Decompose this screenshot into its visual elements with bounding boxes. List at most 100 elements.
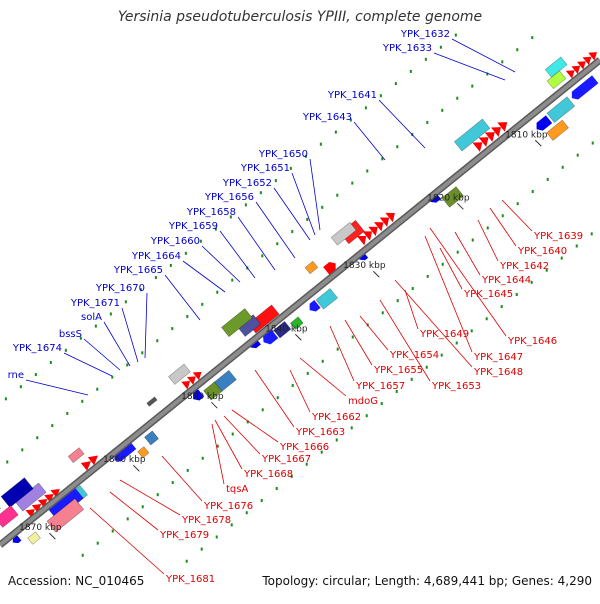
track-dot: [305, 462, 308, 466]
track-dot: [321, 359, 324, 363]
reverse-gene: [221, 308, 253, 338]
forward-leader-line: [121, 307, 139, 363]
track-dot: [289, 166, 292, 170]
track-dot: [64, 348, 67, 352]
track-dot: [531, 36, 534, 40]
gene-arrow: [484, 132, 495, 142]
track-dot: [184, 251, 187, 255]
forward-leader-line: [237, 216, 276, 271]
gene-block: [315, 288, 338, 310]
reverse-leader-line: [489, 207, 517, 247]
gene-block: [273, 320, 292, 339]
track-dot: [126, 517, 129, 521]
track-dot: [395, 389, 398, 393]
reverse-gene-label: YPK_1646: [507, 336, 557, 347]
reverse-gene: [546, 70, 567, 90]
track-dot: [244, 203, 247, 207]
track-dot: [456, 96, 459, 100]
gene-block: [453, 118, 491, 152]
track-dot: [109, 312, 112, 316]
forward-gene: [114, 441, 137, 462]
track-dot: [274, 179, 277, 183]
track-dot: [259, 191, 262, 195]
forward-gene: [309, 299, 321, 312]
kbp-tick-label: 1810 kbp: [505, 130, 548, 140]
gene-block: [27, 531, 41, 545]
reverse-gene-label: YPK_1653: [431, 381, 481, 392]
reverse-leader-line: [424, 235, 473, 353]
track-dot: [426, 274, 429, 278]
genome-backbone: [0, 57, 600, 548]
track-dot: [6, 460, 9, 464]
forward-gene: [441, 186, 464, 208]
track-dot: [231, 432, 234, 436]
gene-arrow: [323, 262, 336, 275]
forward-gene-label: YPK_1670: [95, 283, 145, 294]
track-dot: [515, 292, 518, 296]
accession-label: Accession: NC_010465: [8, 574, 145, 588]
forward-gene-label: YPK_1658: [186, 207, 236, 218]
gene-block: [203, 381, 223, 401]
forward-gene: [289, 316, 304, 330]
track-dot: [456, 250, 459, 254]
track-dot: [304, 154, 307, 158]
track-dot: [561, 165, 564, 169]
gene-block: [146, 396, 158, 407]
reverse-gene-label: YPK_1647: [473, 352, 523, 363]
track-dot: [276, 242, 279, 246]
gene-arrow: [87, 455, 98, 466]
track-dot: [126, 363, 129, 367]
track-dot: [426, 120, 429, 124]
reverse-leader-line: [231, 409, 279, 443]
track-dot: [124, 300, 127, 304]
track-dot: [516, 202, 519, 206]
reverse-gene: [356, 212, 395, 246]
forward-gene: [273, 320, 292, 339]
track-dot: [231, 278, 234, 282]
kbp-tick: [456, 202, 464, 210]
forward-gene-label: YPK_1641: [327, 90, 377, 101]
forward-gene: [315, 288, 338, 310]
forward-gene-label: YPK_1652: [222, 178, 272, 189]
gene-arrow: [588, 52, 597, 61]
forward-gene: [137, 446, 150, 459]
gene-arrow: [491, 127, 502, 137]
track-dot: [49, 360, 52, 364]
track-dot: [486, 226, 489, 230]
reverse-leader-line: [454, 231, 481, 276]
track-dot: [501, 60, 504, 64]
forward-gene: [27, 531, 41, 545]
gene-arrow: [181, 381, 191, 390]
track-dot: [291, 384, 294, 388]
reverse-leader-line: [89, 507, 165, 575]
reverse-gene-label: YPK_1663: [295, 427, 345, 438]
gene-block: [0, 505, 19, 528]
forward-leader-line: [219, 230, 256, 279]
gene-block: [168, 363, 191, 385]
forward-gene: [571, 75, 599, 100]
forward-gene-label: YPK_1665: [113, 265, 163, 276]
track-dot: [260, 499, 263, 503]
reverse-gene-label: YPK_1644: [481, 275, 531, 286]
track-dot: [411, 287, 414, 291]
track-dot: [335, 438, 338, 442]
reverse-leader-line: [161, 455, 203, 502]
gene-block: [0, 477, 34, 508]
track-dot: [96, 387, 99, 391]
forward-gene: [144, 430, 159, 446]
reverse-leader-line: [501, 199, 533, 232]
track-dot: [560, 256, 563, 260]
reverse-leader-line: [429, 227, 507, 337]
genome-summary-label: Topology: circular; Length: 4,689,441 bp…: [262, 574, 592, 588]
track-dot: [381, 157, 384, 161]
forward-leader-line: [291, 172, 316, 236]
forward-gene-label: bssS: [59, 329, 82, 340]
reverse-gene: [453, 118, 491, 152]
track-dot: [171, 327, 174, 331]
track-dot: [365, 414, 368, 418]
track-dot: [200, 547, 203, 551]
forward-gene-label: YPK_1650: [258, 149, 308, 160]
reverse-gene: [330, 221, 357, 246]
reverse-leader-line: [379, 299, 431, 382]
reverse-gene-label: YPK_1657: [355, 381, 405, 392]
